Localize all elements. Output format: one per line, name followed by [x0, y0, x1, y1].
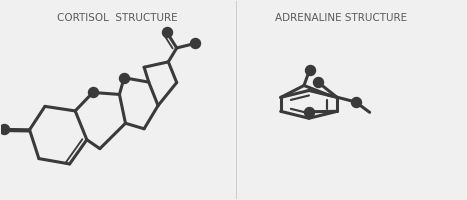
Point [163, 31, 170, 34]
Text: CORTISOL  STRUCTURE: CORTISOL STRUCTURE [57, 13, 177, 23]
Point [191, 42, 199, 45]
Point [306, 68, 313, 72]
Point [0, 128, 8, 131]
Point [305, 110, 313, 113]
Point [314, 80, 321, 84]
Point [89, 91, 97, 94]
Text: ADRENALINE STRUCTURE: ADRENALINE STRUCTURE [275, 13, 407, 23]
Point [120, 76, 128, 79]
Point [352, 100, 360, 104]
